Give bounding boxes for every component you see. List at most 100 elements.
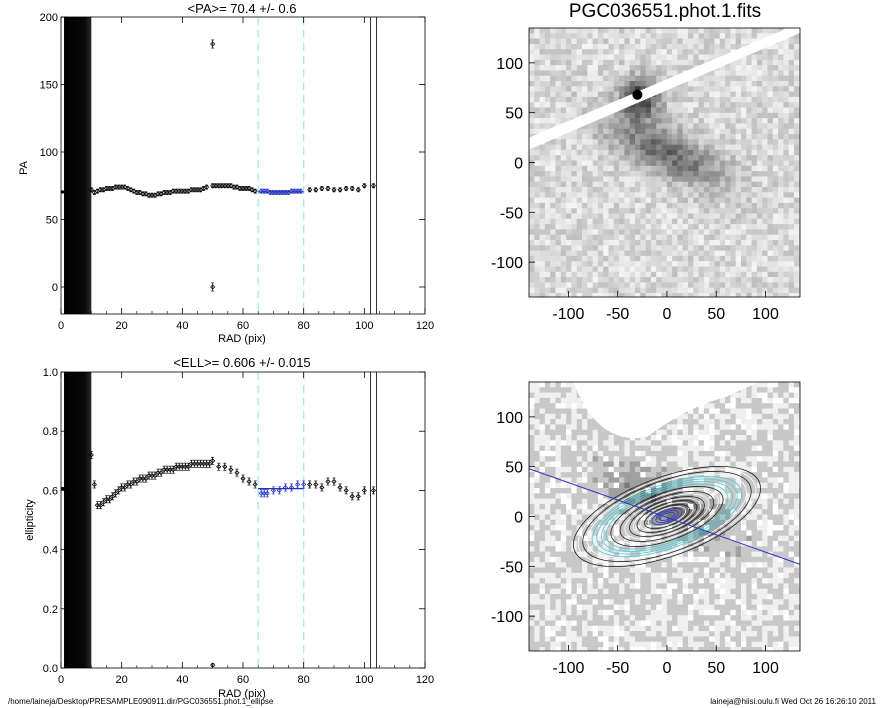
pa-data-point [176,188,182,194]
ellipticity-data-point [301,481,307,488]
contour-image-x-tick-label: 50 [707,660,725,677]
ellipticity-data-point [201,461,207,467]
contour-image-isophote-ellipse [636,500,698,533]
ellipticity-data-point [307,481,313,488]
ellipticity-data-point [100,499,107,505]
pa-x-tick-label: 100 [355,320,373,332]
ellipticity-data-point [113,490,119,496]
contour-image-isophote-ellipse [605,483,729,550]
ellipticity-x-tick-label: 0 [58,674,64,686]
contour-image-isophote-ellipse [619,491,715,542]
pa-data-point [216,183,222,189]
ellipticity-plot: <ELL>= 0.606 +/- 0.015 RAD (pix) ellipti… [24,355,434,700]
pa-data-point [97,187,103,193]
ellipticity-data-point [252,481,258,488]
ellipticity-data-point [258,490,264,496]
ellipticity-data-point [155,470,161,476]
galaxy-image-x-tick-label: 100 [752,306,779,323]
pa-data-point [219,183,225,189]
contour-image-isophote-ellipse [651,508,683,525]
ellipticity-data-point [143,475,149,482]
ellipticity-data-point [119,484,125,491]
ellipticity-x-tick-label: 60 [237,674,249,686]
galaxy-image-x-tick-label: 50 [707,306,725,323]
ellipticity-x-tick-label: 100 [355,674,373,686]
contour-image-isophote-ellipse [601,481,733,552]
pa-data-point [222,183,228,189]
ellipticity-plot-title: <ELL>= 0.606 +/- 0.015 [173,355,310,370]
contour-image-x-tick-label: -100 [552,660,584,677]
contour-image-masked-region [573,382,766,439]
contour-image-isophote-ellipse [629,496,705,537]
ellipticity-data-point [106,496,113,502]
ellipticity-y-tick-label: 0.6 [43,485,58,497]
pa-data-point [307,187,313,193]
pa-data-point [164,189,170,196]
galaxy-image-bright-star [632,89,643,100]
pa-data-point [325,185,331,192]
ellipticity-data-point [185,464,191,470]
pa-data-point [225,183,231,189]
pa-plot: <PA>= 70.4 +/- 0.6 RAD (pix) PA 0 20 40 60 8… [18,1,434,345]
contour-image-x-tick-label: 100 [752,660,779,677]
pa-data-point [134,189,140,196]
pa-y-tick-label: 200 [40,12,58,24]
pa-x-tick-label: 40 [176,320,188,332]
ellipticity-data-point [319,484,325,491]
pa-data-point [204,184,210,190]
ellipticity-data-point [370,487,376,493]
ellipticity-data-point [170,467,176,473]
pa-data-point [237,185,243,192]
ellipticity-data-point [261,490,267,496]
galaxy-image-y-tick-label: -100 [491,255,523,272]
ellipticity-data-point [149,473,155,479]
pa-data-point [182,188,188,194]
contour-image-isophote-ellipse [587,473,747,560]
contour-image-y-tick-label: 100 [496,410,523,427]
pa-data-point [194,187,201,193]
pa-data-point [106,185,113,192]
ellipticity-data-point [146,473,152,479]
ellipticity-data-point [194,461,201,467]
galaxy-image-pixel-grid [529,28,800,297]
ellipticity-data-point [355,493,361,499]
pa-data-point [213,183,219,189]
ellipticity-data-point [128,481,134,488]
contour-image-x-tick-label: -50 [606,660,629,677]
ellipticity-data-point [331,478,337,485]
ellipticity-x-tick-label: 20 [116,674,128,686]
pa-data-point [210,183,216,189]
ellipticity-y-tick-label: 0.0 [43,663,58,675]
pa-data-point [146,192,152,198]
ellipticity-y-tick-label: 0.2 [43,604,58,616]
ellipticity-shaded-core-region [64,372,92,668]
ellipticity-data-point [125,481,131,488]
contour-image-isophote-ellipse [596,478,738,555]
ellipticity-data-point [313,481,319,488]
ellipticity-data-point [97,502,103,508]
pa-x-tick-label: 20 [116,320,128,332]
pa-y-tick-label: 50 [46,215,58,227]
pa-data-point [252,188,258,194]
ellipticity-data-point [116,487,122,493]
contour-image-isophote-ellipse [615,488,719,545]
pa-data-point [161,189,167,196]
pa-x-axis-label: RAD (pix) [218,333,266,345]
contour-image-y-tick-label: -100 [491,609,523,626]
ellipticity-data-point [295,481,301,488]
ellipticity-data-point [152,473,158,479]
pa-data-point [88,187,94,193]
contour-image-isophote-ellipse [632,498,702,535]
contour-image-isophote-ellipse [577,468,757,565]
pa-data-point [370,183,376,189]
pa-data-point [313,187,319,193]
contour-image-isophote-ellipse [582,471,752,562]
ellipticity-data-point [122,484,128,491]
pa-data-point [113,184,119,190]
contour-image-contours [572,466,761,567]
ellipticity-data-point [349,493,355,499]
ellipticity-data-point [140,475,146,482]
ellipticity-data-point [134,478,140,485]
ellipticity-data-point [246,478,252,485]
ellipticity-data-point [88,452,94,458]
